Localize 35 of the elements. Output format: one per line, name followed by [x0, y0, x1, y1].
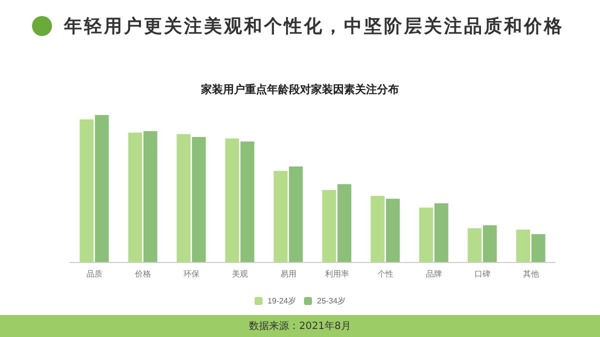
bar: [434, 203, 448, 262]
bar: [94, 115, 109, 262]
bar: [288, 166, 303, 262]
legend-label: 25-34岁: [317, 296, 346, 306]
x-tick-label: 品牌: [426, 270, 442, 278]
bar: [192, 137, 206, 262]
bar: [419, 208, 434, 262]
bar: [370, 196, 385, 262]
bar: [322, 190, 336, 262]
x-tick-label: 品质: [86, 270, 102, 278]
x-tick-label: 环保: [183, 270, 200, 278]
bar: [531, 234, 546, 262]
x-tick-label: 利用率: [324, 270, 349, 278]
x-tick-label: 价格: [134, 270, 151, 278]
bar: [482, 225, 497, 262]
x-tick-label: 易用: [280, 270, 296, 278]
chart-title: 年轻用户更关注美观和个性化，中坚阶层关注品质和价格: [64, 15, 564, 38]
bar: [128, 132, 142, 262]
bar: [386, 198, 400, 262]
legend-label: 19-24岁: [268, 296, 296, 306]
x-tick-label: 口碑: [474, 270, 490, 278]
bar: [337, 184, 352, 262]
x-tick-label: 个性: [377, 270, 394, 278]
chart-subtitle: 家装用户重点年龄段对家装因素关注分布: [200, 82, 400, 97]
x-tick-label: 其他: [522, 270, 539, 278]
source-note: 数据来源：2021年8月: [248, 320, 352, 333]
bar: [240, 141, 254, 262]
bar: [143, 131, 158, 262]
bar: [516, 230, 530, 262]
bar: [468, 228, 482, 262]
bar: [176, 134, 191, 262]
bar: [274, 170, 288, 262]
bar: [225, 138, 240, 262]
x-tick-label: 美观: [232, 270, 248, 278]
bar: [80, 119, 94, 262]
